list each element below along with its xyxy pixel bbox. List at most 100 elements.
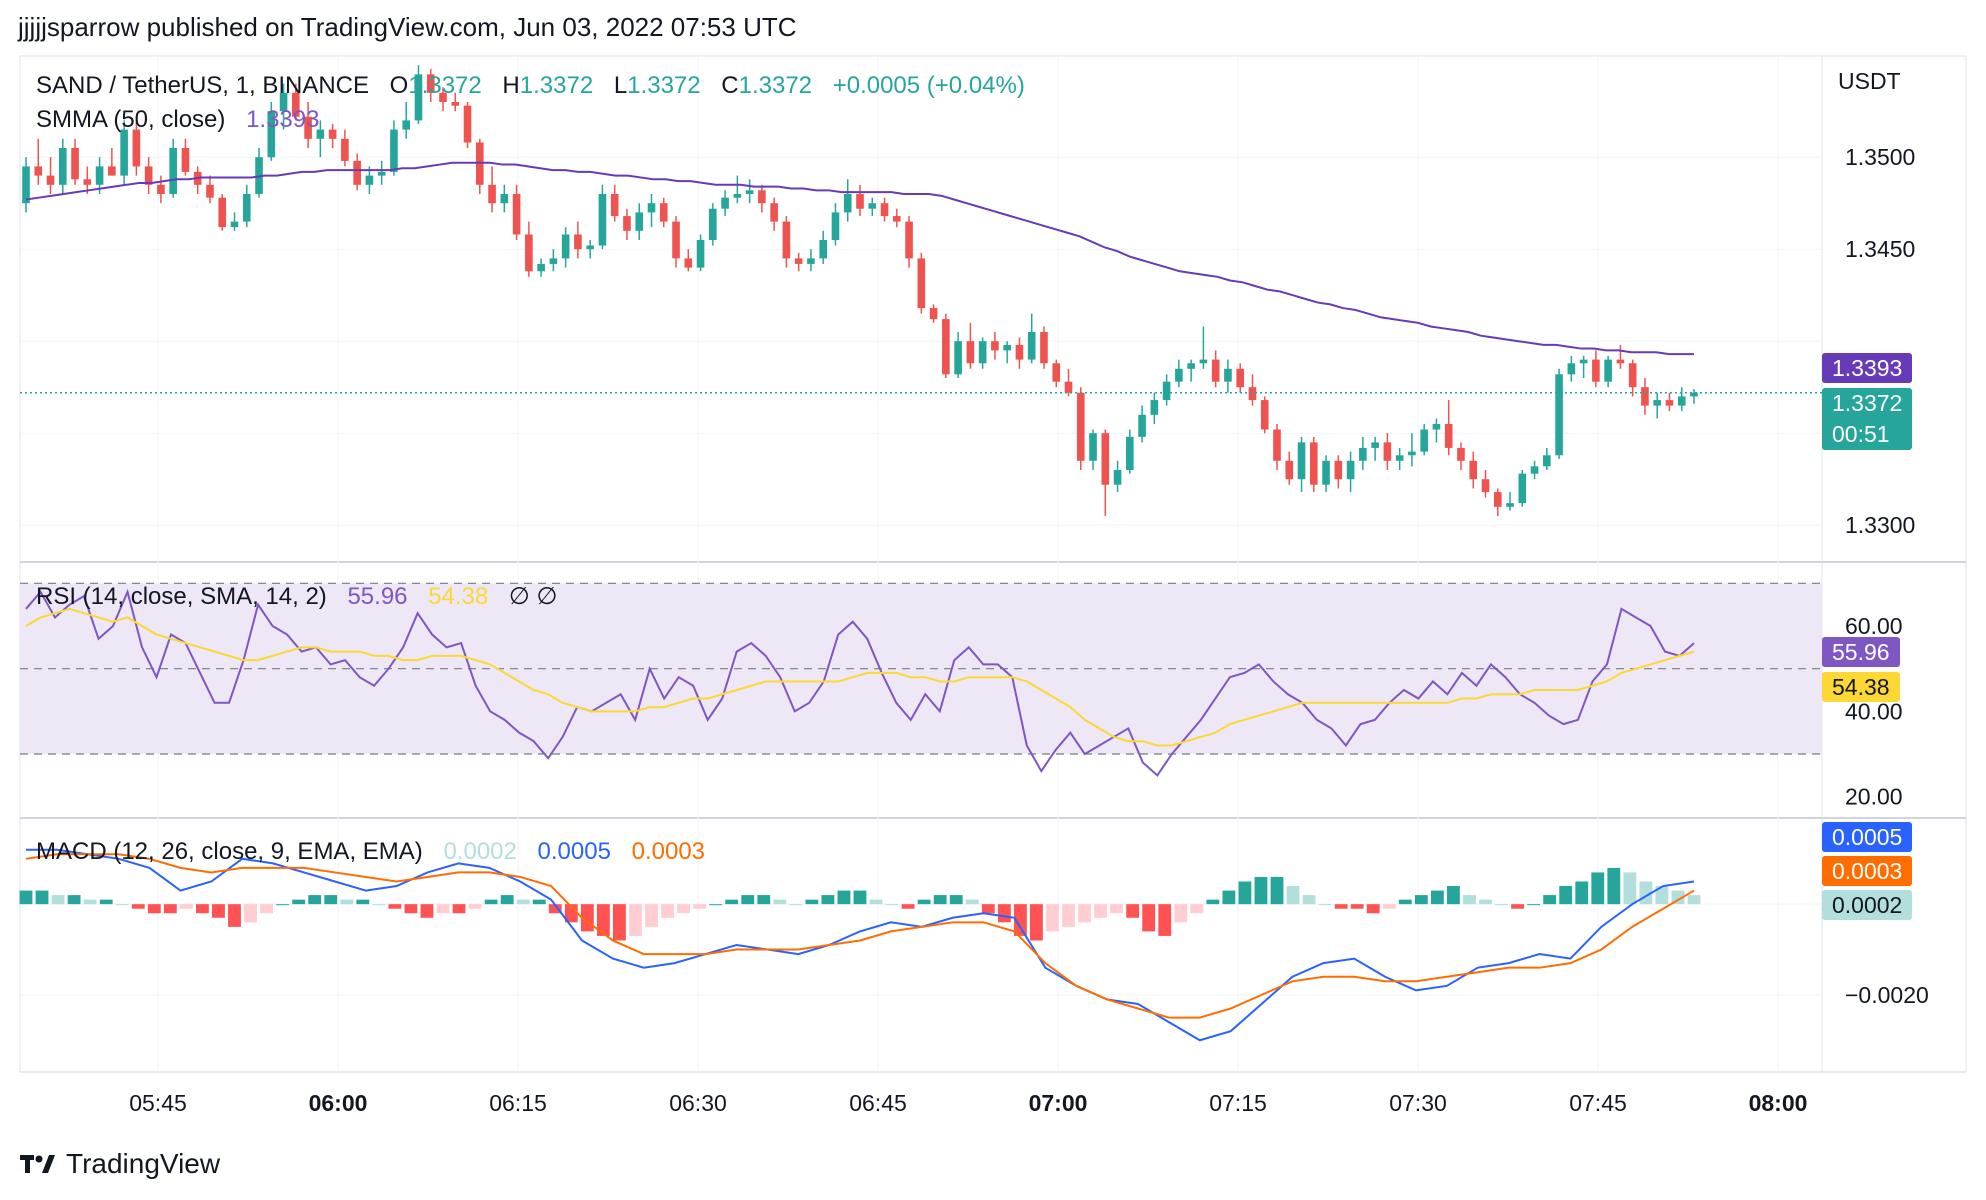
rsi-lines[interactable] — [25, 588, 1695, 777]
candle-body — [414, 74, 423, 121]
candle-body — [218, 197, 227, 228]
smma-label[interactable]: SMMA (50, close) — [36, 106, 226, 133]
macd-histogram-bar — [1398, 899, 1412, 905]
macd-histogram-bar — [1286, 886, 1300, 905]
candle-body — [1309, 442, 1318, 485]
symbol-name[interactable]: SAND / TetherUS, 1, BINANCE — [36, 72, 369, 99]
macd-histogram-bar — [1430, 890, 1444, 905]
macd-histogram-bar — [837, 890, 851, 905]
macd-label[interactable]: MACD (12, 26, close, 9, EMA, EMA) — [36, 838, 423, 865]
macd-histogram-bar — [1222, 890, 1236, 905]
smma-line[interactable] — [25, 161, 1694, 356]
candle-body — [831, 212, 840, 240]
macd-histogram-bar — [292, 899, 306, 905]
candle-body — [390, 129, 398, 172]
candle-body — [1616, 359, 1625, 364]
candle-body — [279, 92, 288, 112]
candle-body — [1359, 447, 1367, 461]
macd-histogram-bar — [1078, 904, 1091, 923]
change-value: +0.0005 (+0.04%) — [832, 72, 1025, 99]
macd-histogram-bar — [1302, 895, 1316, 905]
macd-histogram-bar — [805, 899, 819, 905]
candle-body — [108, 166, 116, 176]
candle-body — [917, 258, 926, 309]
candle-body — [610, 194, 619, 217]
candle-body — [1015, 344, 1024, 360]
macd-histogram-bar — [532, 899, 546, 905]
macd-histogram-bar — [1495, 904, 1508, 906]
macd-histogram-bar — [500, 895, 514, 905]
candle-body — [1518, 473, 1527, 504]
candle-body — [353, 160, 361, 185]
candle-body — [1248, 387, 1257, 401]
tradingview-brand: TradingView — [66, 1148, 221, 1179]
signal-value: 0.0003 — [631, 838, 706, 865]
candle-body — [709, 208, 717, 240]
macd-histogram-bar — [244, 904, 257, 923]
macd-lines[interactable] — [25, 848, 1695, 1042]
macd-histogram-bar — [741, 895, 755, 905]
macd-histogram-bar — [1591, 872, 1605, 905]
macd-histogram-bar — [596, 904, 610, 936]
macd-histogram-bar — [548, 904, 562, 914]
macd-histogram-bar — [693, 904, 707, 909]
smma-value: 1.3393 — [246, 106, 320, 133]
rsi-legend: RSI (14, close, SMA, 14, 2) 55.96 54.38 … — [36, 582, 561, 611]
pane-frames — [19, 55, 1967, 1073]
candle-body — [966, 341, 975, 364]
candle-body — [1543, 455, 1551, 467]
macd-histogram-bar — [869, 899, 883, 905]
macd-histogram-bar — [1030, 904, 1043, 941]
last-price-value: 1.3372 — [1832, 390, 1903, 416]
candle-body — [83, 179, 92, 185]
candle-body — [304, 116, 312, 139]
candle-body — [34, 166, 43, 176]
macd-axis-label: −0.0020 — [1845, 982, 1929, 1008]
tradingview-logo-icon — [20, 1155, 55, 1173]
high-label: H — [502, 72, 520, 99]
rsi-sma-tag: 54.38 — [1822, 672, 1900, 702]
macd-histogram-bar — [901, 904, 915, 909]
candle-body — [1432, 424, 1441, 430]
macd-histogram-bar — [260, 904, 273, 914]
tradingview-logo[interactable]: TradingView — [20, 1148, 220, 1180]
macd-hist-value: 0.0002 — [443, 838, 517, 865]
bar-countdown: 00:51 — [1832, 421, 1890, 447]
price-axis-label: 1.3450 — [1845, 236, 1915, 262]
macd-histogram-bar — [340, 899, 354, 905]
time-axis-label: 07:45 — [1569, 1090, 1627, 1116]
candle-body — [426, 74, 435, 93]
candle-body — [1408, 451, 1416, 456]
macd-histogram-bar — [228, 904, 241, 927]
macd-histogram-bar — [1190, 904, 1204, 914]
candlestick-series[interactable] — [22, 65, 1698, 516]
candle-body — [402, 120, 411, 130]
macd-histogram-bar — [1318, 904, 1332, 906]
macd-histogram-bar — [965, 899, 979, 905]
macd-histogram-bar — [1174, 904, 1188, 923]
macd-value: 0.0005 — [537, 838, 611, 865]
candle-body — [1420, 429, 1428, 452]
candle-body — [1457, 447, 1465, 461]
macd-histogram-bar — [1687, 895, 1701, 905]
candle-body — [1162, 381, 1171, 401]
candle-body — [537, 263, 545, 272]
rsi-axis-label: 20.00 — [1845, 784, 1903, 810]
candle-body — [868, 203, 877, 209]
macd-histogram-bar — [436, 904, 450, 914]
rsi-label[interactable]: RSI (14, close, SMA, 14, 2) — [36, 583, 327, 610]
candle-body — [1665, 400, 1674, 406]
macd-histogram-bar — [1575, 881, 1589, 905]
candle-body — [1224, 368, 1232, 382]
macd-histogram[interactable] — [19, 867, 1701, 941]
rsi-line — [25, 588, 1695, 777]
macd-histogram-bar — [35, 890, 49, 905]
macd-histogram-bar — [131, 904, 145, 909]
smma-price-tag: 1.3393 — [1822, 353, 1913, 383]
macd-histogram-bar — [1366, 904, 1380, 914]
candle-body — [377, 171, 386, 176]
macd-histogram-bar — [452, 904, 466, 914]
candle-body — [292, 92, 300, 117]
candle-body — [1297, 442, 1306, 480]
